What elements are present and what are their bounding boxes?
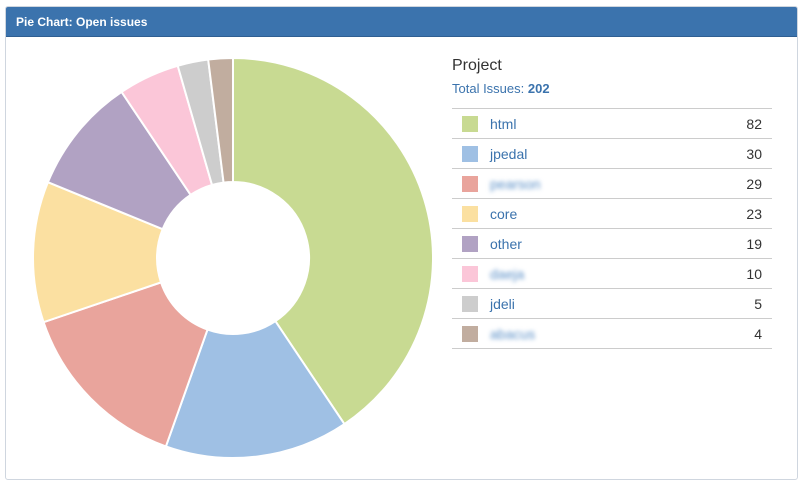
legend-count: 30: [746, 145, 762, 162]
pie-chart-svg: [32, 56, 434, 459]
legend-link[interactable]: html: [490, 115, 517, 132]
legend-row-5: daeja 10: [452, 259, 772, 289]
legend-count: 82: [746, 115, 762, 132]
legend-row-3: core 23: [452, 199, 772, 229]
legend-swatch: [462, 295, 478, 312]
legend-count: 4: [754, 325, 762, 342]
pie-slice-pearson[interactable]: [42, 281, 209, 448]
legend-table: html 82 jpedal 30 pearson 29 core 23 oth…: [452, 108, 772, 349]
legend-swatch: [462, 115, 478, 132]
pie-slice-jpedal[interactable]: [164, 319, 346, 459]
pie-chart-gadget: Pie Chart: Open issues Project Total Iss…: [5, 6, 798, 480]
legend-count: 19: [746, 235, 762, 252]
gadget-title: Pie Chart: Open issues: [6, 7, 797, 37]
legend-swatch: [462, 265, 478, 282]
legend-row-7: abacus 4: [452, 319, 772, 349]
legend-swatch: [462, 205, 478, 222]
legend-row-4: other 19: [452, 229, 772, 259]
total-issues-label: Total Issues:: [452, 81, 525, 96]
total-issues-value: 202: [527, 81, 550, 96]
legend-heading: Project: [452, 57, 502, 74]
legend-link[interactable]: abacus: [490, 325, 536, 342]
legend-link[interactable]: core: [490, 205, 518, 222]
legend-row-2: pearson 29: [452, 169, 772, 199]
legend-swatch: [462, 235, 478, 252]
legend-row-0: html 82: [452, 109, 772, 139]
legend-link[interactable]: jdeli: [490, 295, 515, 312]
legend-link[interactable]: daeja: [490, 265, 525, 282]
legend-count: 29: [746, 175, 762, 192]
total-issues: Total Issues: 202: [452, 81, 772, 96]
legend-swatch: [462, 325, 478, 342]
legend-link[interactable]: jpedal: [490, 145, 528, 162]
legend-count: 23: [746, 205, 762, 222]
legend-link[interactable]: other: [490, 235, 522, 252]
pie-slice-core[interactable]: [32, 180, 164, 324]
chart-legend: Project Total Issues: 202 html 82 jpedal…: [452, 57, 772, 349]
pie-chart: [28, 53, 438, 463]
legend-count: 10: [746, 265, 762, 282]
legend-count: 5: [754, 295, 762, 312]
pie-slice-abacus[interactable]: [207, 56, 234, 184]
legend-link[interactable]: pearson: [490, 175, 541, 192]
legend-row-6: jdeli 5: [452, 289, 772, 319]
legend-swatch: [462, 175, 478, 192]
pie-slice-html[interactable]: [232, 56, 434, 426]
legend-swatch: [462, 145, 478, 162]
legend-row-1: jpedal 30: [452, 139, 772, 169]
